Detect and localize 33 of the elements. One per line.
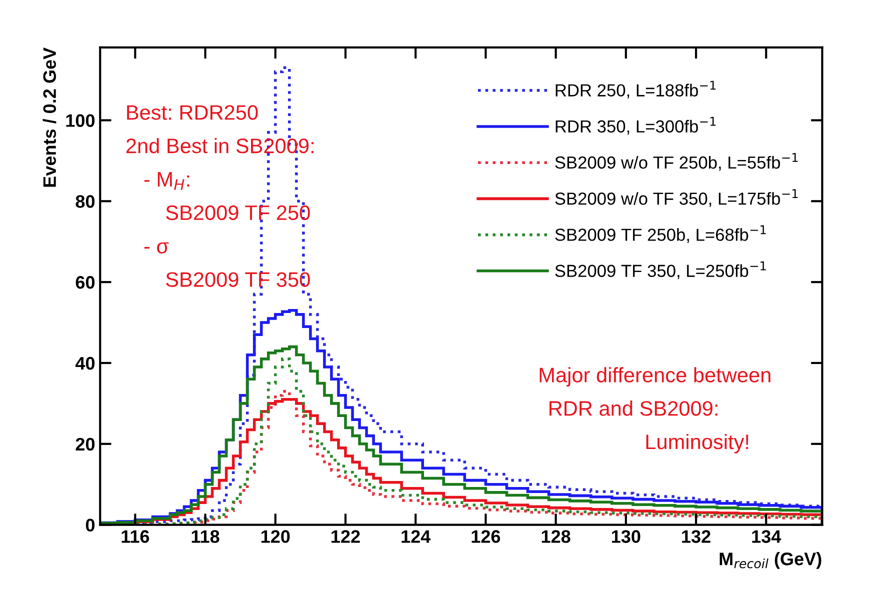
annotation: - M$_{H}$: xyxy=(144,172,190,190)
legend-label: SB2009 w/o TF 350, L=175fb$^{−1}$ xyxy=(555,189,798,207)
x-tick-label: 122 xyxy=(332,530,360,543)
x-tick-label: 128 xyxy=(542,530,570,543)
legend-label: RDR 250, L=188fb$^{−1}$ xyxy=(556,80,716,99)
y-axis-title: Events / 0.2 GeV xyxy=(42,48,56,187)
legend-label: RDR 350, L=300fb$^{−1}$ xyxy=(556,116,716,135)
legend-label: SB2009 TF 250b, L=68fb$^{−1}$ xyxy=(555,225,766,243)
legend-label: SB2009 w/o TF 250b, L=55fb$^{−1}$ xyxy=(555,153,798,171)
annotation: SB2009 TF 250 xyxy=(166,205,310,220)
annotation: - σ xyxy=(144,242,169,254)
x-tick-label: 124 xyxy=(402,530,431,543)
x-axis-title: M$_{recoil}$ (GeV) xyxy=(720,552,822,569)
y-tick-label: 40 xyxy=(75,356,95,370)
x-tick-label: 120 xyxy=(261,530,290,543)
annotation: Luminosity! xyxy=(646,434,748,454)
y-tick-label: 100 xyxy=(66,114,95,127)
x-tick-label: 126 xyxy=(472,530,500,543)
y-tick-label: 60 xyxy=(76,276,95,289)
y-tick-label: 80 xyxy=(76,195,95,208)
x-tick-label: 118 xyxy=(192,530,220,543)
x-tick-label: 132 xyxy=(682,530,710,543)
annotation: Best: RDR250 xyxy=(127,105,258,120)
y-tick-label: 0 xyxy=(86,518,95,532)
annotation: SB2009 TF 350 xyxy=(166,272,310,287)
legend-label: SB2009 TF 350, L=250fb$^{−1}$ xyxy=(555,261,766,280)
annotation: Major difference between xyxy=(540,367,770,387)
annotation: 2nd Best in SB2009: xyxy=(126,138,314,154)
x-tick-label: 116 xyxy=(122,530,150,543)
x-tick-label: 134 xyxy=(752,530,782,543)
annotation: RDR and SB2009: xyxy=(550,400,718,416)
y-tick-label: 20 xyxy=(76,438,95,451)
x-tick-label: 130 xyxy=(612,530,640,543)
